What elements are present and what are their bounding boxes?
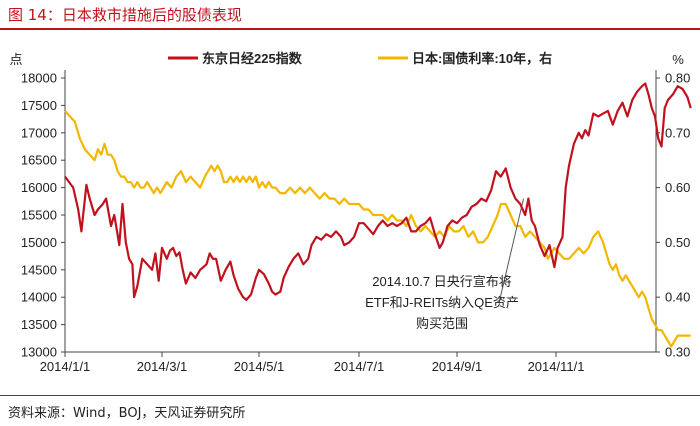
left-axis-unit: 点 (9, 52, 22, 67)
legend: 东京日经225指数 日本:国债利率:10年，右 (168, 51, 552, 66)
left-tick-label: 14000 (21, 290, 57, 305)
right-tick-label: 0.40 (665, 290, 690, 305)
jgb-10y-yield-line (64, 110, 691, 348)
axes: 13000 13500 14000 14500 15000 15500 16000 16500… (9, 52, 690, 374)
source-rule (0, 395, 700, 396)
x-tick-label: 2014/7/1 (334, 359, 385, 374)
left-tick-label: 13000 (21, 345, 57, 360)
right-tick-label: 0.50 (665, 235, 690, 250)
annotation-text-line: ETF和J-REITs纳入QE资产 (365, 295, 519, 310)
x-tick-label: 2014/9/1 (432, 359, 483, 374)
left-tick-label: 15000 (21, 235, 57, 250)
right-tick-label: 0.30 (665, 345, 690, 360)
left-tick-label: 16000 (21, 180, 57, 195)
annotation-leader-line (498, 198, 525, 304)
annotation-text-line: 2014.10.7 日央行宣布将 (372, 274, 511, 289)
legend-label: 东京日经225指数 (202, 51, 303, 66)
x-tick-label: 2014/5/1 (234, 359, 285, 374)
left-tick-label: 17000 (21, 125, 57, 140)
legend-label: 日本:国债利率:10年，右 (412, 51, 552, 66)
right-tick-label: 0.70 (665, 125, 690, 140)
right-axis-unit: % (672, 52, 684, 67)
source-note: 资料来源：Wind，BOJ，天风证券研究所 (8, 406, 246, 421)
figure-title: 图 14：日本救市措施后的股债表现 (8, 6, 242, 24)
x-tick-label: 2014/1/1 (40, 359, 91, 374)
annotation-text-line: 购买范围 (416, 316, 468, 331)
left-tick-label: 13500 (21, 317, 57, 332)
title-rule (0, 28, 700, 30)
left-tick-label: 14500 (21, 262, 57, 277)
left-tick-label: 16500 (21, 153, 57, 168)
x-tick-label: 2014/3/1 (137, 359, 188, 374)
nikkei-225-line (64, 82, 692, 301)
left-tick-label: 17500 (21, 98, 57, 113)
series-layer (64, 82, 692, 348)
right-tick-label: 0.60 (665, 180, 690, 195)
x-tick-label: 2014/11/1 (528, 359, 585, 374)
left-tick-label: 18000 (21, 71, 57, 86)
right-tick-label: 0.80 (665, 71, 690, 86)
left-tick-label: 15500 (21, 208, 57, 223)
